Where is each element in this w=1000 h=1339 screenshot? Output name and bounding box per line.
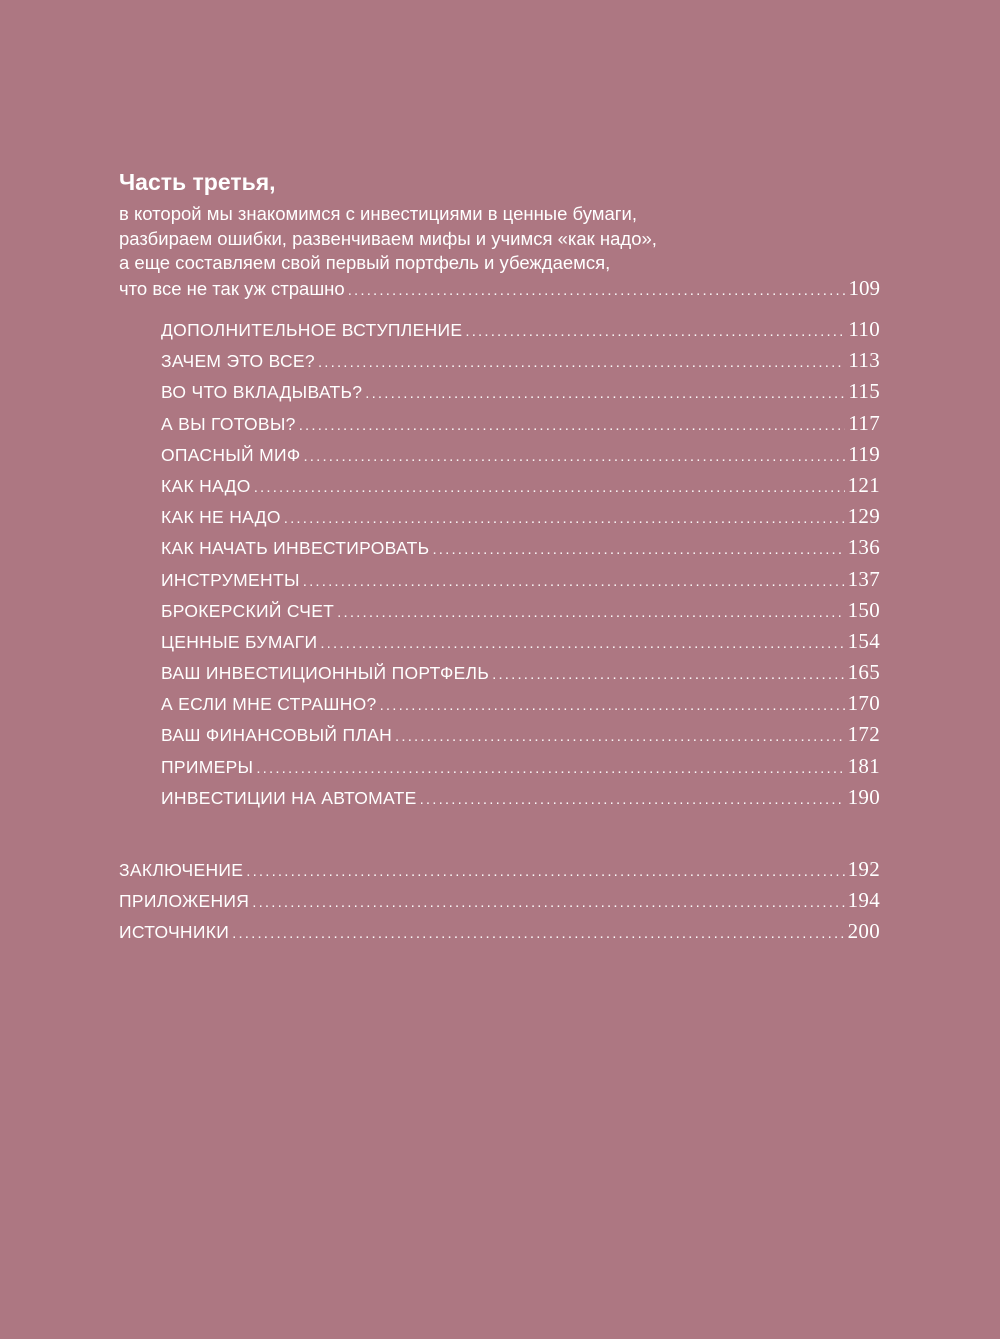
page-number: 172 (847, 722, 880, 747)
entry-title: ИНСТРУМЕНТЫ (161, 569, 300, 590)
dot-leader (465, 323, 845, 340)
entry-title: КАК НАДО (161, 475, 251, 496)
dot-leader (252, 894, 844, 911)
back-matter-list: ЗАКЛЮЧЕНИЕ 192 ПРИЛОЖЕНИЯ 194 ИСТОЧНИКИ 200 (119, 857, 880, 951)
toc-entry[interactable]: ЗАЧЕМ ЭТО ВСЕ? 113 (161, 348, 880, 379)
part-intro: в которой мы знакомимся с инвестициями в… (119, 202, 880, 303)
entry-title: ДОПОЛНИТЕЛЬНОЕ ВСТУПЛЕНИЕ (161, 320, 463, 340)
dot-leader (299, 417, 846, 434)
page-number: 137 (847, 566, 880, 591)
dot-leader (348, 279, 846, 304)
toc-entry[interactable]: ОПАСНЫЙ МИФ 119 (161, 442, 880, 473)
entry-title: А ВЫ ГОТОВЫ? (161, 413, 296, 434)
page-number: 113 (848, 348, 880, 373)
toc-entry[interactable]: КАК НЕ НАДО 129 (161, 504, 880, 535)
entry-title: ЦЕННЫЕ БУМАГИ (161, 631, 318, 652)
page-number: 150 (847, 597, 880, 622)
page-number: 192 (847, 857, 880, 881)
toc-entry[interactable]: А ВЫ ГОТОВЫ? 117 (161, 411, 880, 442)
page-number: 165 (847, 660, 880, 685)
dot-leader (256, 760, 844, 777)
entry-title: ВАШ ФИНАНСОВЫЙ ПЛАН (161, 725, 393, 746)
entry-title: КАК НАЧАТЬ ИНВЕСТИРОВАТЬ (161, 538, 430, 559)
toc-entry[interactable]: ИНСТРУМЕНТЫ 137 (161, 567, 880, 598)
toc-entry[interactable]: ВАШ ИНВЕСТИЦИОННЫЙ ПОРТФЕЛЬ 165 (161, 660, 880, 691)
page-number: 119 (848, 441, 880, 466)
toc-entry[interactable]: ЦЕННЫЕ БУМАГИ 154 (161, 629, 880, 660)
toc-entry[interactable]: ИСТОЧНИКИ 200 (119, 919, 880, 950)
toc-entry[interactable]: ВО ЧТО ВКЛАДЫВАТЬ? 115 (161, 379, 880, 410)
dot-leader (232, 925, 844, 942)
dot-leader (420, 791, 845, 808)
dot-leader (246, 863, 844, 880)
entry-title: ИСТОЧНИКИ (119, 922, 230, 943)
toc-entry[interactable]: ИНВЕСТИЦИИ НА АВТОМАТЕ 190 (161, 785, 880, 816)
page-number: 181 (847, 753, 880, 778)
entry-title: БРОКЕРСКИЙ СЧЕТ (161, 600, 335, 621)
dot-leader (432, 541, 844, 558)
dot-leader (365, 385, 845, 402)
page-number: 121 (847, 472, 880, 497)
page-number: 190 (847, 784, 880, 809)
dot-leader (303, 448, 845, 465)
page-number: 170 (847, 691, 880, 716)
toc-entry[interactable]: КАК НАЧАТЬ ИНВЕСТИРОВАТЬ 136 (161, 535, 880, 566)
toc-entry[interactable]: БРОКЕРСКИЙ СЧЕТ 150 (161, 598, 880, 629)
chapter-list: ДОПОЛНИТЕЛЬНОЕ ВСТУПЛЕНИЕ 110 ЗАЧЕМ ЭТО ВС… (161, 317, 880, 816)
page-number: 110 (848, 317, 880, 341)
dot-leader (492, 666, 844, 683)
entry-title: ПРИМЕРЫ (161, 756, 254, 777)
toc-entry[interactable]: ПРИМЕРЫ 181 (161, 754, 880, 785)
part-title: Часть третья, (119, 169, 276, 195)
dot-leader (254, 479, 845, 496)
entry-title: ВО ЧТО ВКЛАДЫВАТЬ? (161, 382, 363, 403)
intro-line: в которой мы знакомимся с инвестициями в… (119, 203, 637, 224)
intro-line: а еще составляем свой первый портфель и … (119, 252, 611, 273)
page-number: 115 (848, 379, 880, 404)
toc-entry[interactable]: ДОПОЛНИТЕЛЬНОЕ ВСТУПЛЕНИЕ 110 (161, 317, 880, 348)
entry-title: ИНВЕСТИЦИИ НА АВТОМАТЕ (161, 787, 417, 808)
entry-title: ЗАЧЕМ ЭТО ВСЕ? (161, 351, 315, 372)
dot-leader (395, 728, 845, 745)
toc-entry[interactable]: ЗАКЛЮЧЕНИЕ 192 (119, 857, 880, 888)
dot-leader (303, 573, 845, 590)
dot-leader (318, 354, 845, 371)
page-number: 136 (847, 535, 880, 560)
entry-title: ОПАСНЫЙ МИФ (161, 444, 301, 465)
entry-title: КАК НЕ НАДО (161, 507, 281, 528)
entry-title: А ЕСЛИ МНЕ СТРАШНО? (161, 694, 377, 715)
intro-line: разбираем ошибки, развенчиваем мифы и уч… (119, 227, 657, 249)
entry-title: ЗАКЛЮЧЕНИЕ (119, 860, 244, 880)
toc-entry[interactable]: А ЕСЛИ МНЕ СТРАШНО? 170 (161, 691, 880, 722)
page-number: 154 (847, 628, 880, 653)
dot-leader (320, 635, 844, 652)
page-number: 200 (847, 919, 880, 944)
toc-entry-part[interactable]: что все не так уж страшно 109 (119, 276, 880, 304)
table-of-contents: Часть третья, в которой мы знакомимся с … (119, 166, 880, 951)
page-number: 109 (848, 275, 881, 300)
intro-line: что все не так уж страшно (119, 277, 345, 299)
page-number: 129 (847, 504, 880, 529)
page-number: 117 (848, 410, 880, 435)
toc-entry[interactable]: КАК НАДО 121 (161, 473, 880, 504)
dot-leader (380, 697, 845, 714)
dot-leader (284, 510, 845, 527)
entry-title: ПРИЛОЖЕНИЯ (119, 891, 250, 912)
toc-entry[interactable]: ВАШ ФИНАНСОВЫЙ ПЛАН 172 (161, 722, 880, 753)
toc-entry[interactable]: ПРИЛОЖЕНИЯ 194 (119, 888, 880, 919)
page-number: 194 (847, 888, 880, 913)
entry-title: ВАШ ИНВЕСТИЦИОННЫЙ ПОРТФЕЛЬ (161, 663, 490, 684)
dot-leader (337, 604, 844, 621)
